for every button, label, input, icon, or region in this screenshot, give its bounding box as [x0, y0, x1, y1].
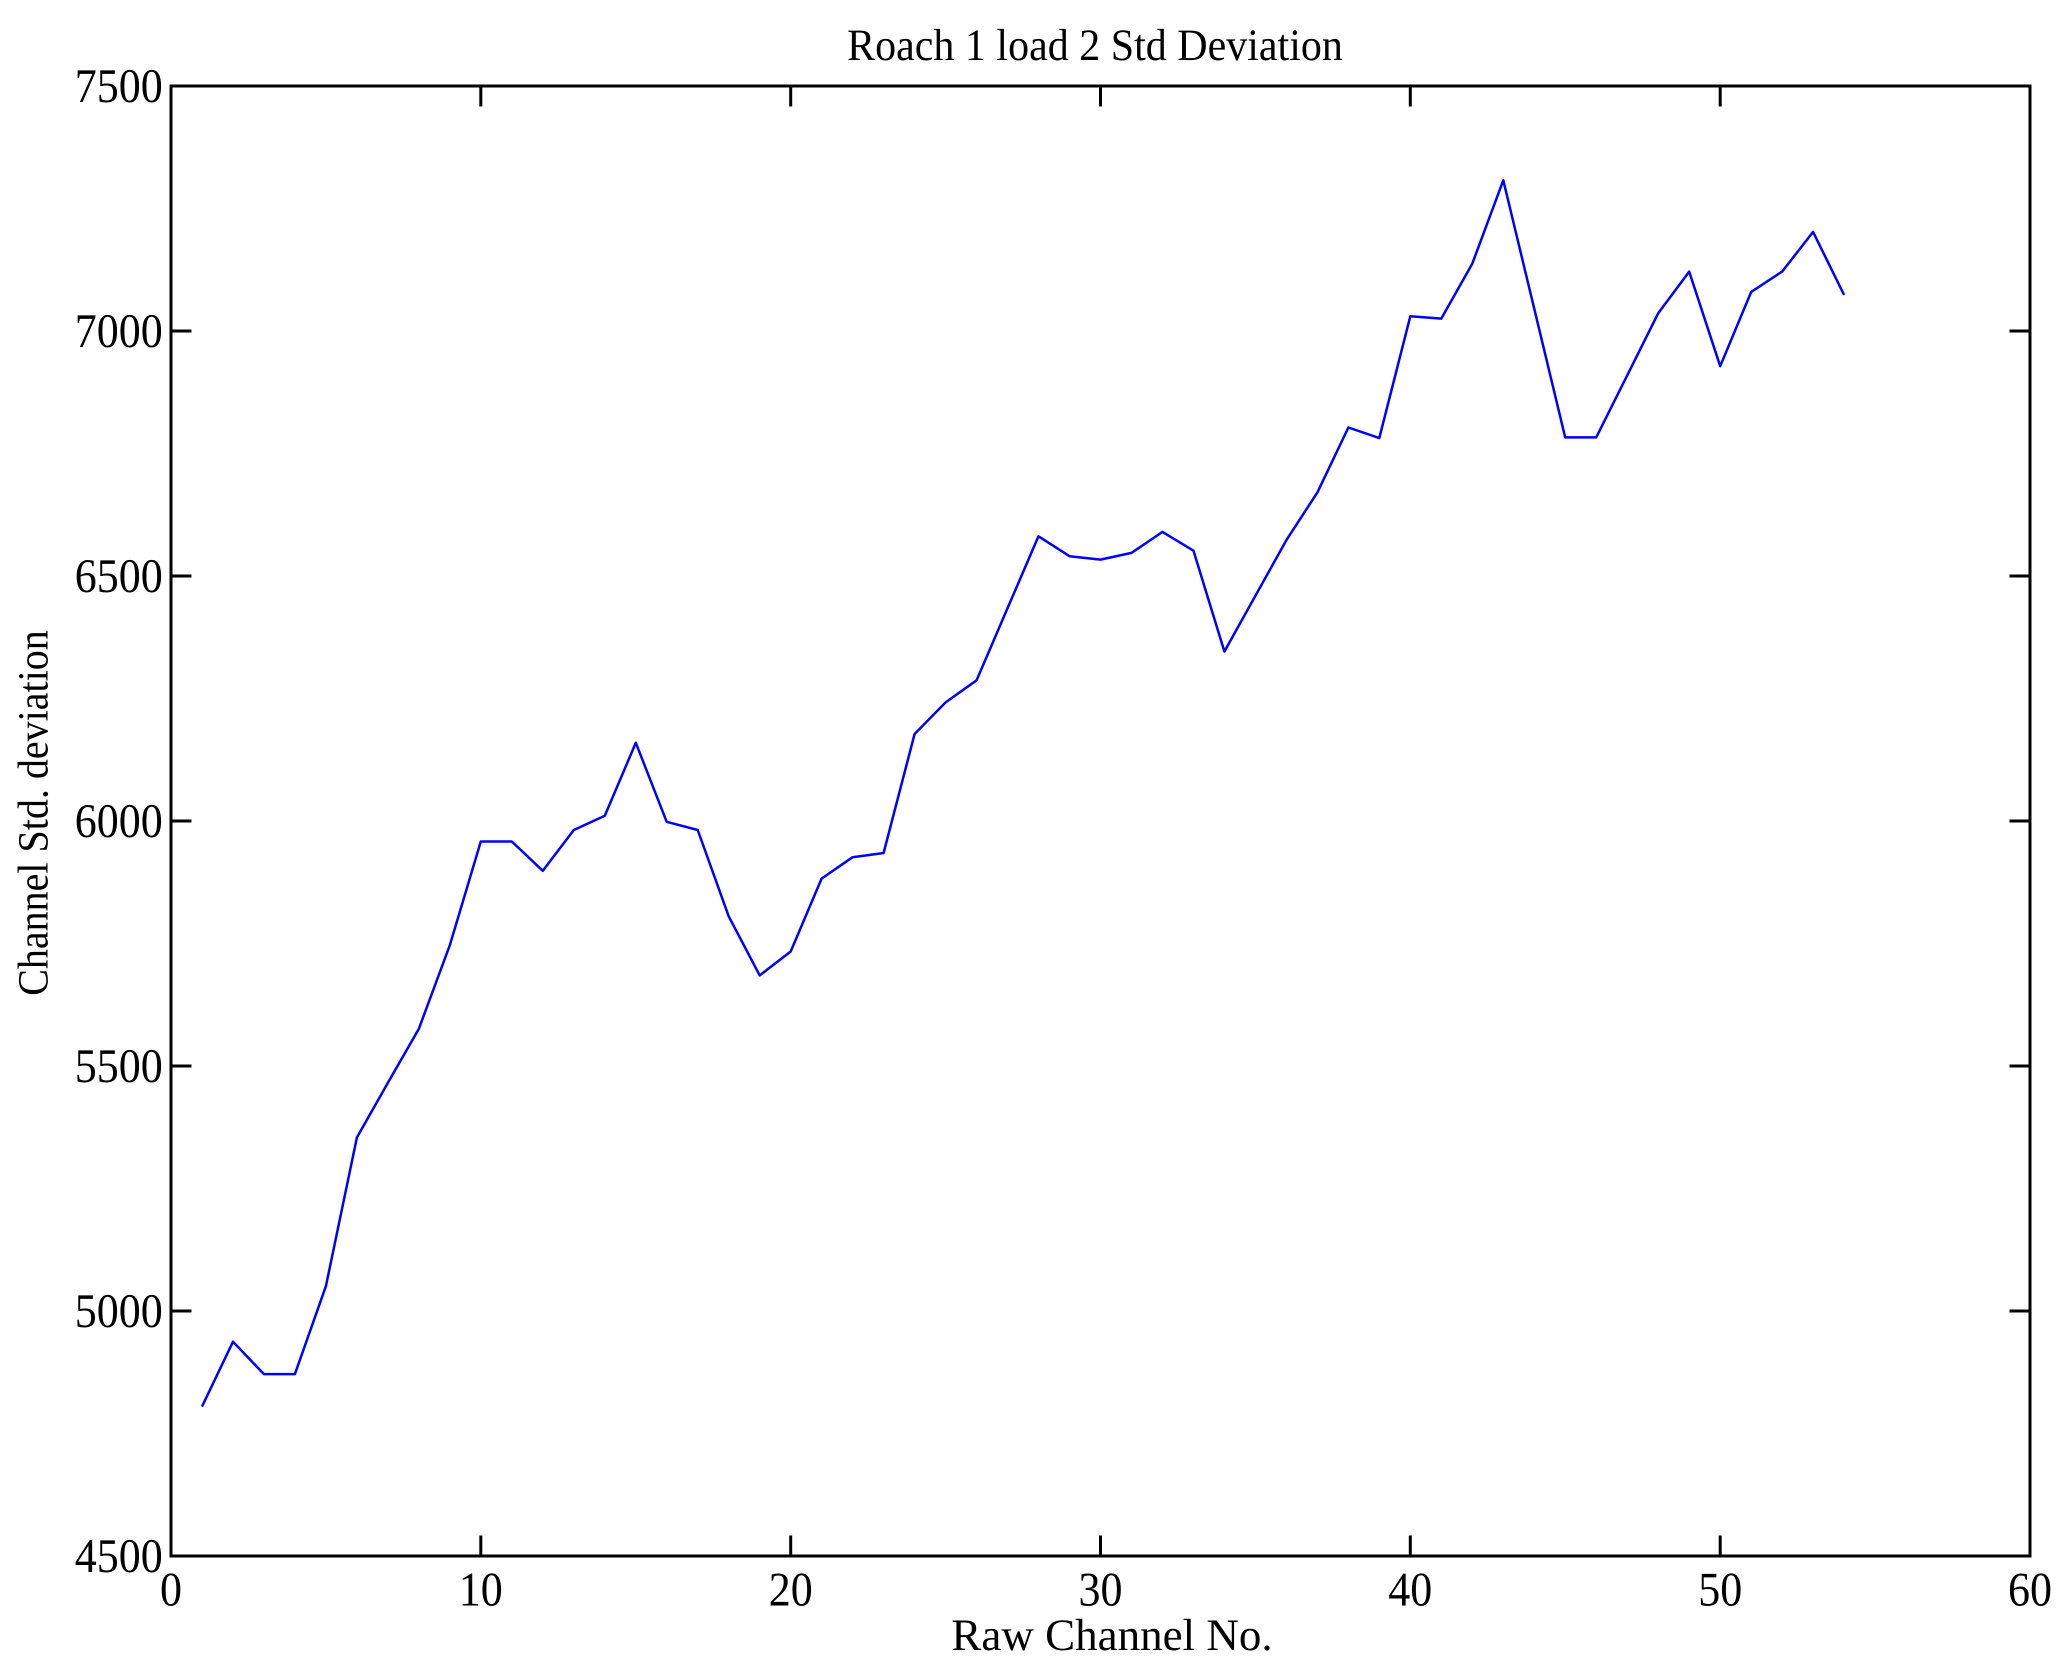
svg-text:4500: 4500 [75, 1529, 163, 1583]
svg-text:50: 50 [1698, 1563, 1742, 1617]
svg-text:6000: 6000 [75, 794, 163, 848]
svg-text:5500: 5500 [75, 1039, 163, 1093]
svg-text:0: 0 [160, 1563, 182, 1617]
svg-text:6500: 6500 [75, 549, 163, 603]
svg-text:7500: 7500 [75, 59, 163, 113]
svg-text:7000: 7000 [75, 304, 163, 358]
svg-text:Raw Channel No.: Raw Channel No. [951, 1610, 1272, 1660]
svg-text:20: 20 [769, 1563, 813, 1617]
svg-text:40: 40 [1388, 1563, 1432, 1617]
svg-text:30: 30 [1079, 1563, 1123, 1617]
svg-text:5000: 5000 [75, 1284, 163, 1338]
svg-text:Channel Std. deviation: Channel Std. deviation [9, 630, 58, 996]
svg-text:Roach 1 load 2 Std Deviation: Roach 1 load 2 Std Deviation [847, 21, 1343, 70]
svg-text:10: 10 [459, 1563, 503, 1617]
svg-text:60: 60 [2008, 1563, 2052, 1617]
